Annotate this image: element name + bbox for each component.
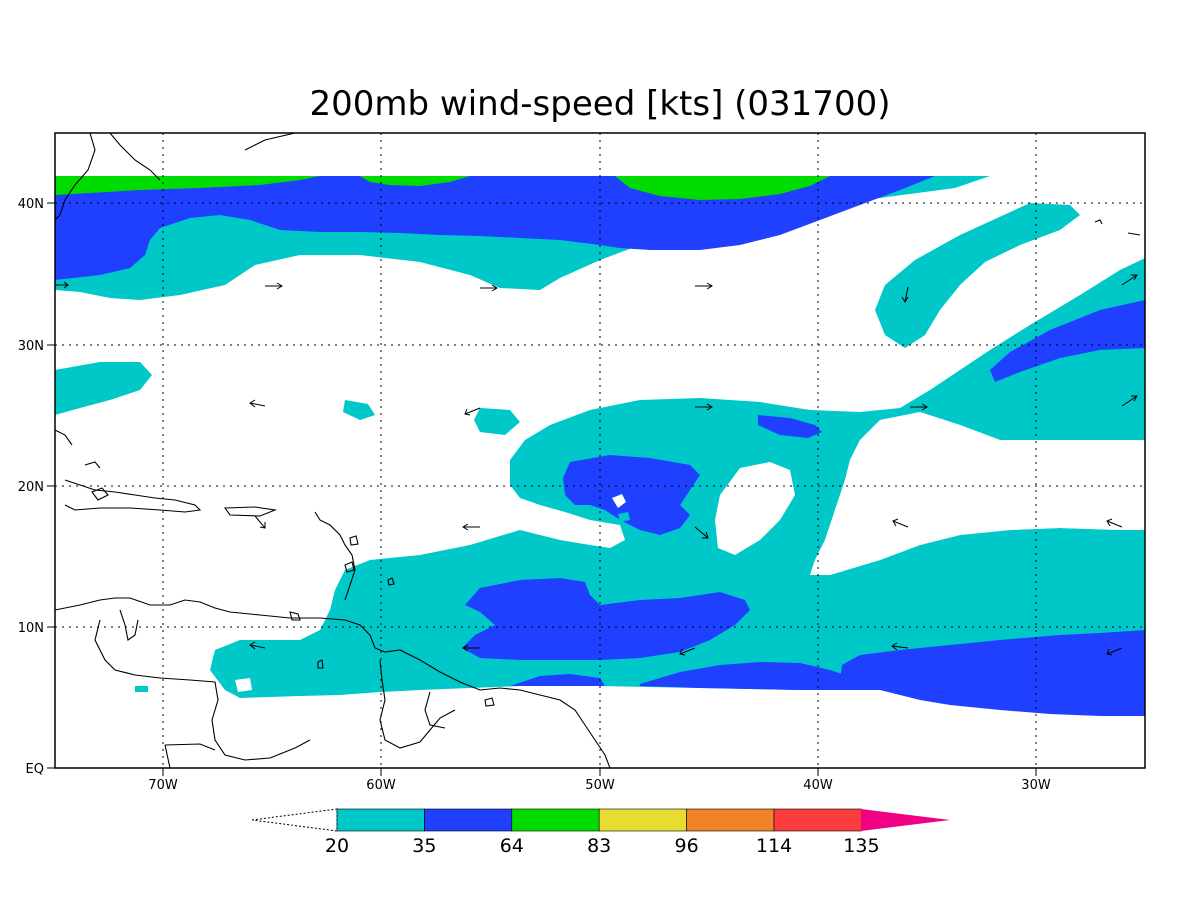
legend-color-box <box>773 808 862 832</box>
wind-arrow <box>1106 518 1123 528</box>
wind-arrow <box>892 518 909 528</box>
lat-label: 10N <box>18 621 44 636</box>
wind-arrow <box>249 399 266 408</box>
lon-label: 30W <box>1021 778 1051 793</box>
wind-arrow <box>695 403 713 411</box>
legend-below-min-triangle <box>251 808 338 832</box>
color-legend: 20 35 64 83 96 114 135 <box>251 808 950 857</box>
lat-label: 20N <box>18 480 44 495</box>
legend-color-box <box>598 808 687 832</box>
wind-arrow <box>679 647 696 656</box>
wind-arrow <box>901 286 909 303</box>
wind-band-35-64 <box>55 176 1145 716</box>
wind-arrow <box>891 642 909 651</box>
plot-area: 70W 60W 50W 40W 30W 40N 30N 20N 10N EQ <box>18 132 1146 793</box>
lat-label: EQ <box>26 762 44 777</box>
legend-color-box <box>511 808 600 832</box>
wind-arrow <box>462 644 480 652</box>
legend-level-label: 96 <box>675 835 699 857</box>
wind-arrow <box>1121 274 1138 286</box>
lon-label: 40W <box>803 778 833 793</box>
legend-level-label: 83 <box>587 835 611 857</box>
legend-color-box <box>336 808 425 832</box>
lon-label: 70W <box>148 778 178 793</box>
small-hole <box>612 494 626 508</box>
wind-arrow <box>249 641 266 650</box>
wind-arrow <box>55 281 69 289</box>
axis-ticks <box>47 202 1037 776</box>
latitude-labels: 40N 30N 20N 10N EQ <box>18 197 44 777</box>
wind-arrow <box>462 523 480 531</box>
wind-band-64-83 <box>55 176 830 200</box>
map-title: 200mb wind-speed [kts] (031700) <box>310 84 891 124</box>
wind-arrow <box>254 515 266 529</box>
legend-level-label: 20 <box>325 835 349 857</box>
wind-arrow <box>480 284 498 292</box>
wind-arrow <box>1106 647 1123 656</box>
legend-color-box <box>424 808 513 832</box>
wind-arrow <box>1121 395 1138 407</box>
wind-arrow <box>910 403 928 411</box>
lat-label: 30N <box>18 339 44 354</box>
coastlines <box>55 133 1141 768</box>
graticule <box>55 133 1145 768</box>
lat-label: 40N <box>18 197 44 212</box>
legend-above-max-triangle <box>861 809 950 831</box>
wind-arrow <box>694 526 709 539</box>
legend-level-label: 64 <box>500 835 524 857</box>
legend-level-label: 35 <box>412 835 436 857</box>
legend-level-label: 135 <box>843 835 879 857</box>
wind-arrow <box>265 282 283 290</box>
lon-label: 50W <box>585 778 615 793</box>
legend-color-box <box>686 808 775 832</box>
wind-arrow <box>464 407 481 416</box>
legend-level-label: 114 <box>756 835 792 857</box>
wind-vectors <box>55 274 1138 656</box>
small-cyan-feature <box>618 512 630 522</box>
wind-band-below-20-holes <box>235 412 1145 692</box>
longitude-labels: 70W 60W 50W 40W 30W <box>148 778 1051 793</box>
lon-label: 60W <box>366 778 396 793</box>
wind-arrow <box>695 282 713 290</box>
